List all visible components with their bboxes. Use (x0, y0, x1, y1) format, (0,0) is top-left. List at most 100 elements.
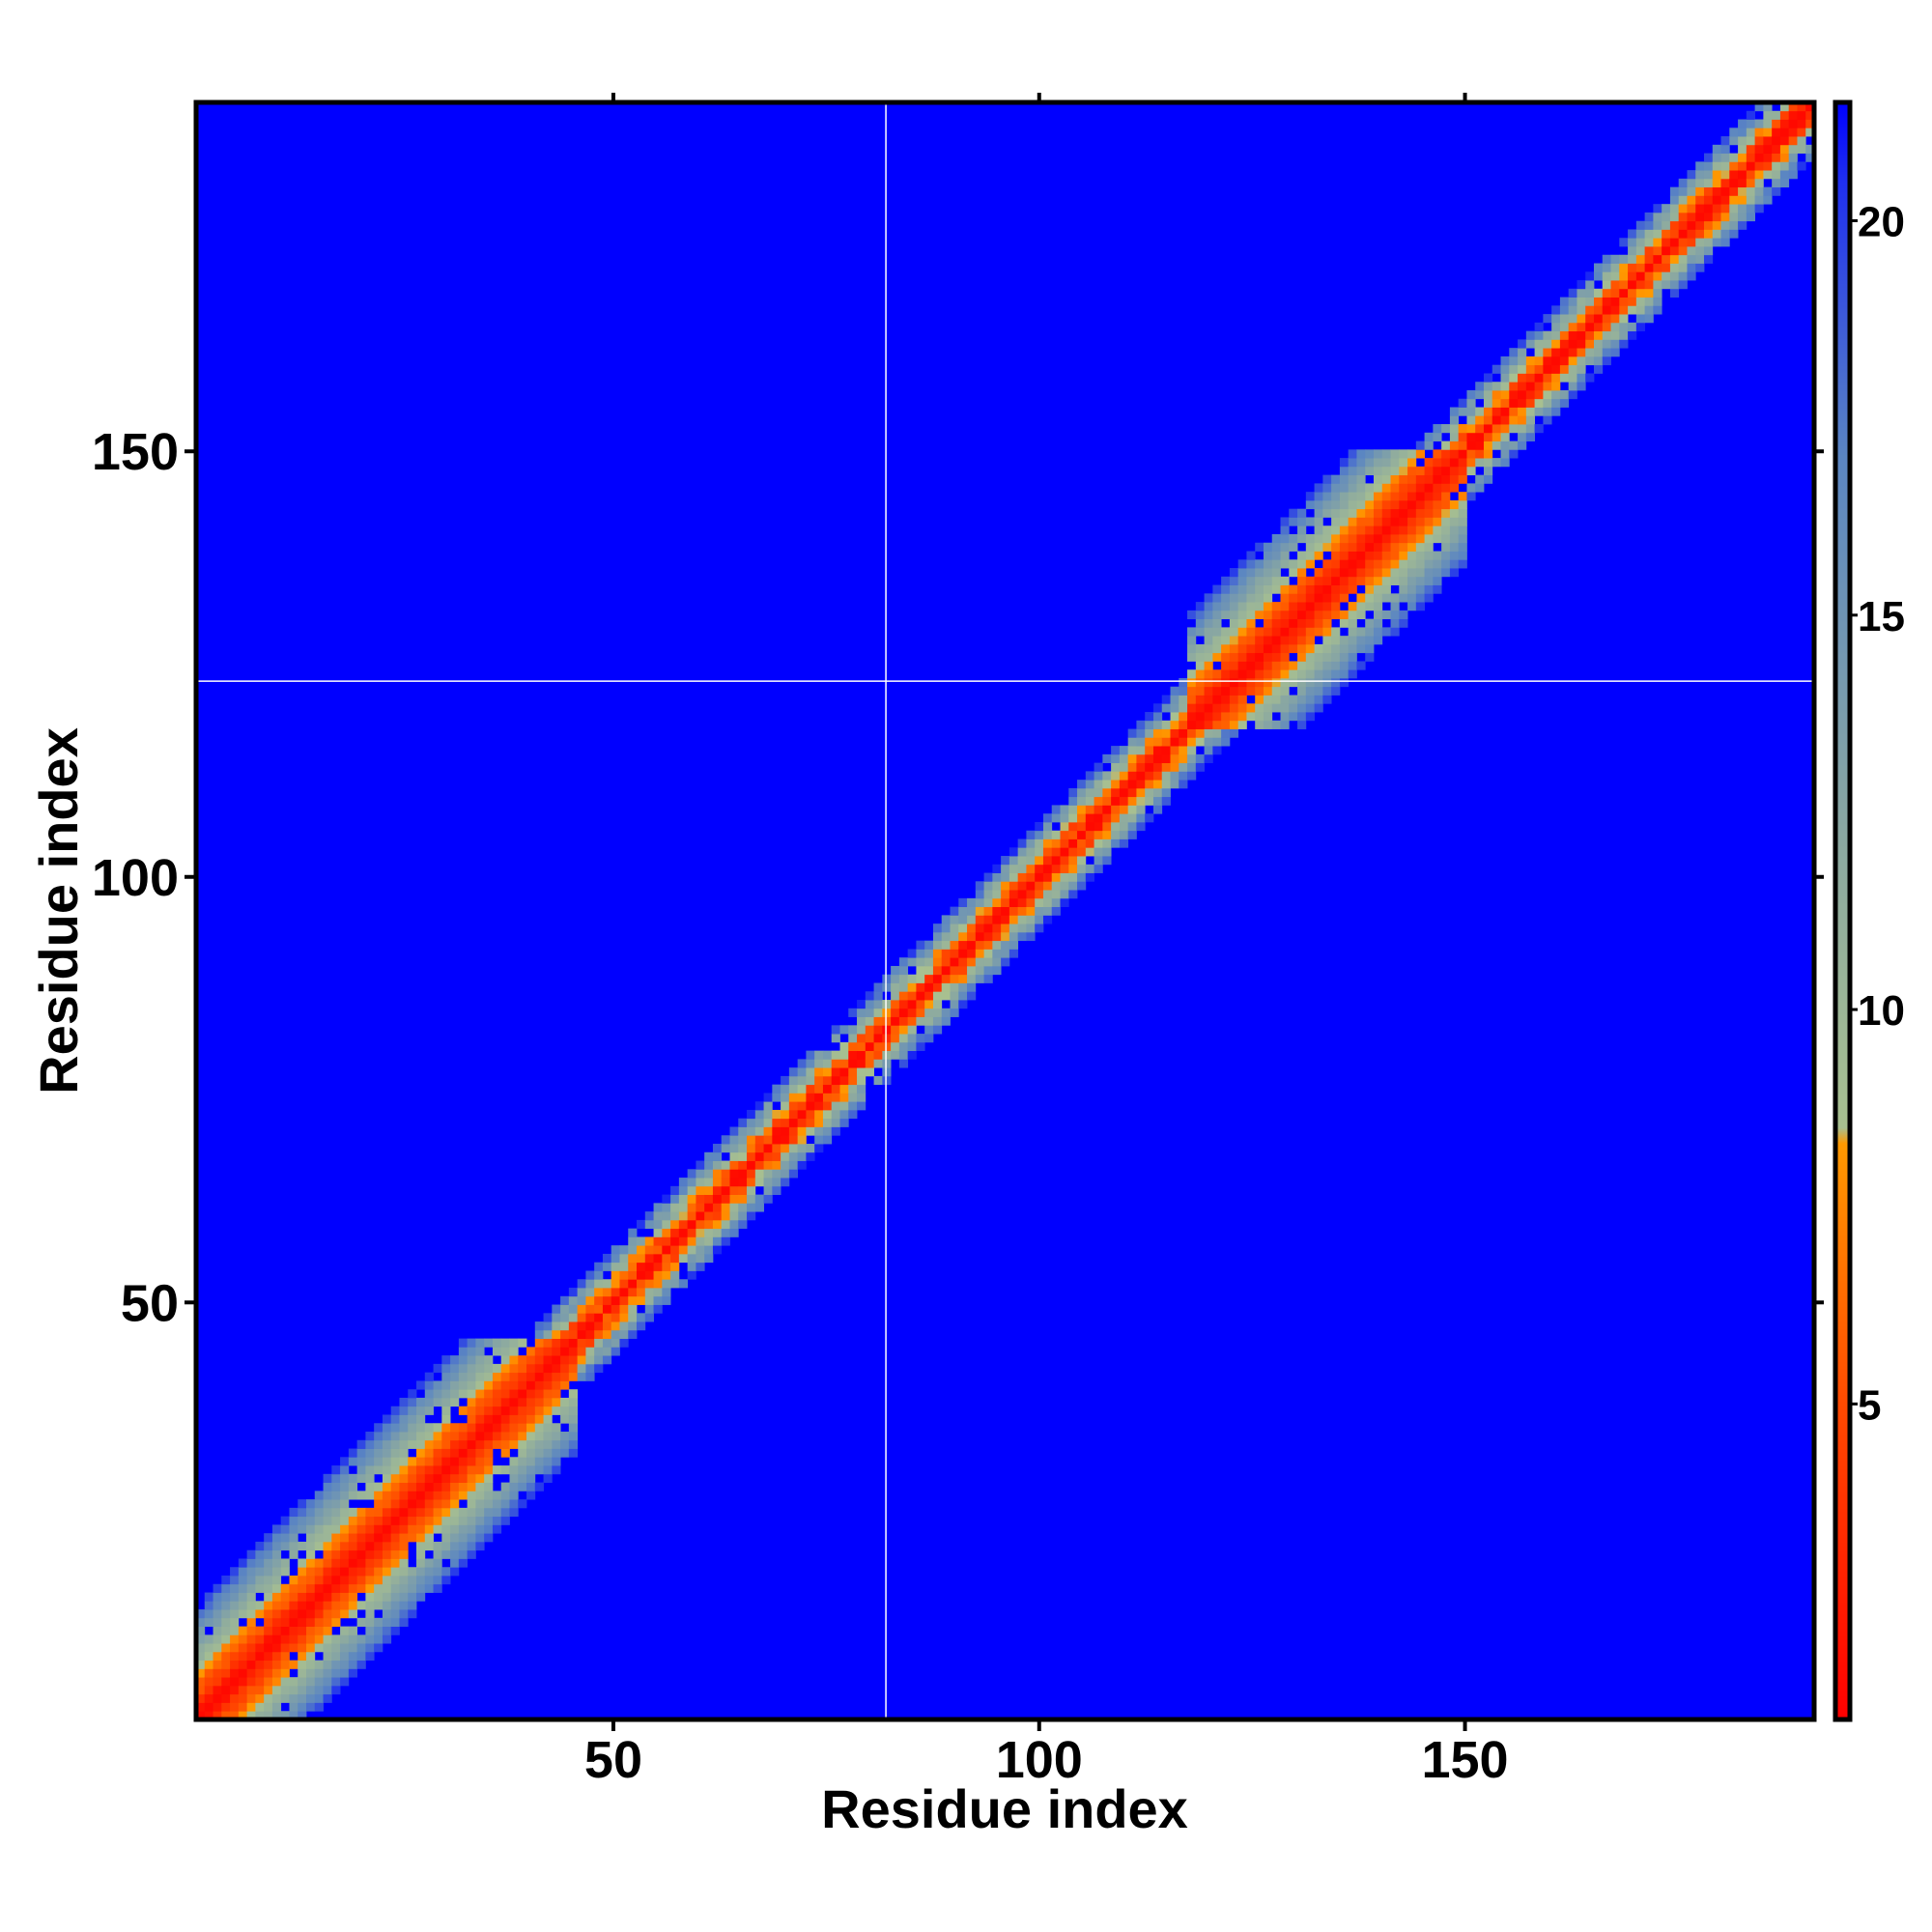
heatmap-cell (204, 1685, 213, 1695)
heatmap-cell (1356, 559, 1366, 569)
heatmap-cell (382, 1457, 392, 1466)
heatmap-cell (1280, 618, 1290, 628)
heatmap-cell (1289, 703, 1298, 713)
heatmap-cell (1509, 407, 1519, 416)
heatmap-cell (772, 1178, 781, 1187)
heatmap-cell (1577, 314, 1586, 324)
heatmap-cell (644, 1211, 654, 1221)
heatmap-cell (1500, 355, 1510, 366)
heatmap-cell (204, 1592, 213, 1602)
heatmap-cell (1289, 593, 1298, 603)
heatmap-cell (348, 1549, 358, 1559)
heatmap-cell (1102, 830, 1112, 839)
heatmap-cell (340, 1524, 350, 1534)
heatmap-cell (907, 1050, 917, 1060)
heatmap-cell (950, 931, 959, 942)
heatmap-cell (772, 1160, 781, 1170)
heatmap-cell (814, 1075, 824, 1086)
heatmap-cell (1543, 348, 1552, 357)
heatmap-cell (560, 1406, 570, 1415)
heatmap-cell (475, 1432, 485, 1441)
heatmap-cell (653, 1295, 663, 1305)
heatmap-cell (1314, 677, 1323, 688)
heatmap-cell (1662, 254, 1671, 264)
heatmap-cell (450, 1524, 460, 1534)
heatmap-cell (1017, 931, 1027, 942)
heatmap-cell (475, 1355, 485, 1365)
heatmap-cell (1407, 551, 1417, 560)
heatmap-cell (992, 957, 1002, 967)
heatmap-cell (340, 1576, 350, 1585)
heatmap-cell (323, 1693, 332, 1703)
heatmap-cell (1415, 526, 1425, 535)
heatmap-cell (1593, 271, 1604, 281)
heatmap-cell (1127, 753, 1137, 764)
heatmap-cell (213, 1693, 222, 1703)
heatmap-cell (975, 974, 984, 983)
heatmap-cell (611, 1270, 620, 1280)
heatmap-cell (721, 1144, 730, 1153)
heatmap-cell (1035, 872, 1044, 882)
heatmap-cell (967, 949, 977, 958)
heatmap-cell (1297, 593, 1307, 603)
heatmap-cell (1255, 661, 1264, 670)
heatmap-cell (1381, 474, 1391, 484)
heatmap-cell (230, 1677, 240, 1687)
heatmap-cell (628, 1295, 638, 1305)
heatmap-cell (1441, 559, 1451, 569)
heatmap-cell (1289, 533, 1298, 544)
heatmap-cell (763, 1144, 773, 1153)
heatmap-cell (611, 1321, 620, 1331)
heatmap-cell (1678, 186, 1688, 196)
heatmap-cell (1407, 474, 1417, 484)
heatmap-cell (916, 965, 925, 976)
heatmap-cell (781, 1118, 790, 1127)
heatmap-cell (500, 1499, 510, 1509)
heatmap-cell (1331, 584, 1341, 594)
axis-ticks (185, 93, 1824, 1731)
heatmap-cell (298, 1576, 307, 1585)
heatmap-cell (958, 897, 968, 908)
heatmap-cell (1729, 178, 1739, 188)
heatmap-cell (264, 1576, 273, 1585)
heatmap-cell (356, 1601, 366, 1610)
heatmap-cell (1602, 254, 1611, 264)
heatmap-cell (1509, 449, 1519, 459)
heatmap-cell (500, 1516, 510, 1525)
heatmap-cell (509, 1338, 519, 1348)
heatmap-cell (907, 974, 917, 983)
heatmap-cell (1212, 669, 1222, 679)
heatmap-cell (484, 1465, 494, 1475)
heatmap-cell (1662, 212, 1671, 222)
heatmap-cell (298, 1711, 307, 1720)
heatmap-cell (1695, 229, 1705, 239)
heatmap-cell (1229, 661, 1239, 670)
heatmap-cell (441, 1516, 451, 1525)
heatmap-cell (1246, 669, 1256, 679)
heatmap-cell (399, 1601, 409, 1610)
heatmap-cell (1212, 720, 1222, 729)
heatmap-cell (848, 1101, 858, 1111)
heatmap-cell (1483, 458, 1493, 468)
heatmap-cell (1610, 271, 1620, 281)
heatmap-cell (306, 1643, 316, 1653)
heatmap-cell (1390, 593, 1400, 603)
heatmap-cell (1127, 830, 1137, 839)
heatmap-cell (1779, 136, 1790, 146)
heatmap-cell (1331, 559, 1341, 569)
heatmap-cell (1381, 576, 1391, 585)
heatmap-cell (1577, 322, 1586, 332)
heatmap-cell (1221, 627, 1231, 637)
heatmap-cell (822, 1067, 833, 1077)
heatmap-cell (1068, 821, 1078, 832)
heatmap-cell (424, 1499, 434, 1509)
heatmap-cell (941, 965, 951, 976)
heatmap-cell (467, 1389, 476, 1399)
heatmap-cell (348, 1592, 358, 1602)
heatmap-cell (221, 1583, 231, 1593)
heatmap-cell (1483, 449, 1493, 459)
heatmap-cell (1449, 458, 1460, 468)
heatmap-cell (1390, 627, 1400, 637)
heatmap-cell (408, 1592, 417, 1602)
